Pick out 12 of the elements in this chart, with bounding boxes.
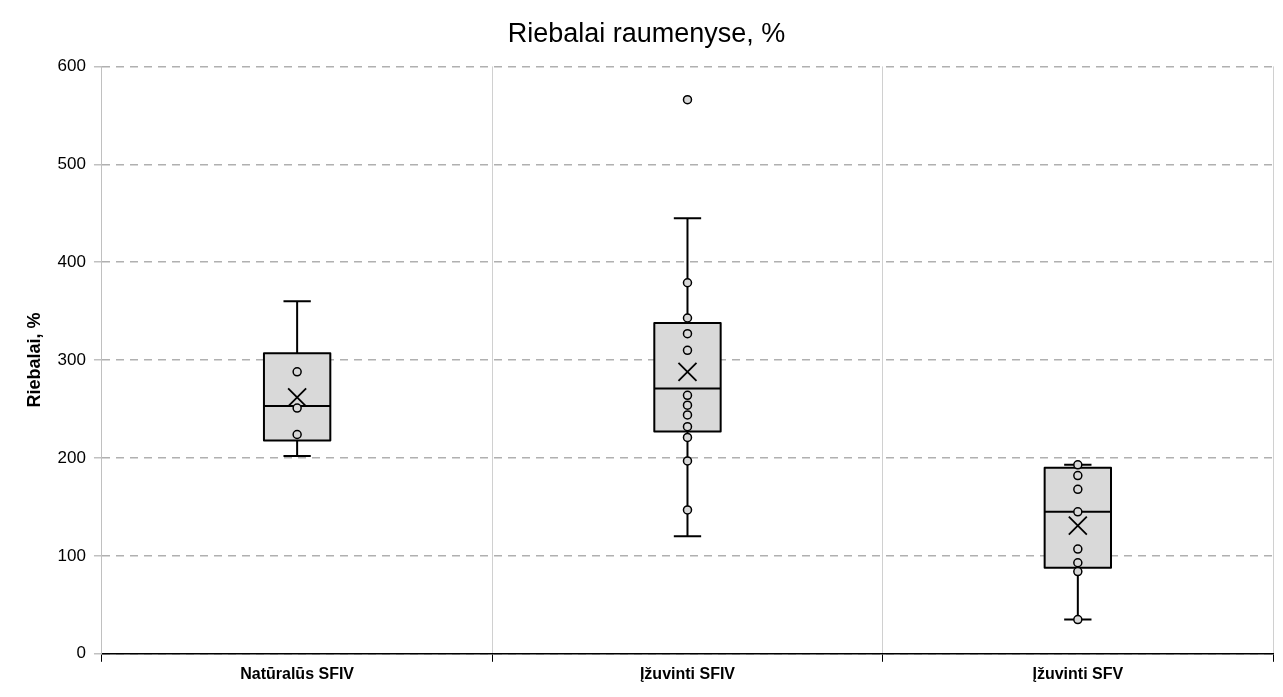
y-tick-label: 600 — [57, 56, 86, 76]
y-tick-label: 200 — [57, 447, 86, 467]
y-tick-label: 100 — [57, 545, 86, 565]
x-tick-label: Įžuvinti SFIV — [639, 664, 736, 682]
y-tick-label: 0 — [76, 643, 86, 663]
x-tick-label: Natūralūs SFIV — [240, 664, 355, 682]
x-tick-label: Įžuvinti SFV — [1032, 664, 1124, 682]
y-tick-label: 500 — [57, 153, 86, 173]
chart-title: Riebalai raumenyse, % — [507, 17, 786, 48]
y-axis-title: Riebalai, % — [23, 312, 44, 408]
y-tick-label: 300 — [57, 349, 86, 369]
y-tick-label: 400 — [57, 251, 86, 271]
